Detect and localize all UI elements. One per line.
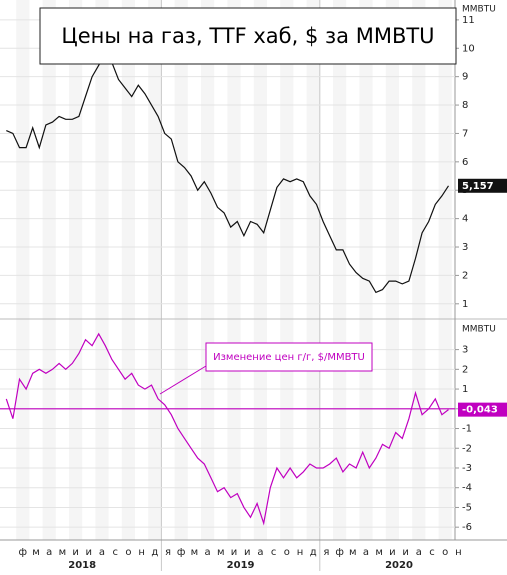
month-stripe	[253, 0, 267, 540]
month-stripe	[42, 0, 56, 540]
x-tick-label: а	[416, 547, 422, 558]
y-tick-label: -4	[462, 483, 472, 494]
month-stripe	[412, 0, 426, 540]
x-tick-label: а	[363, 547, 369, 558]
month-stripe	[227, 0, 241, 540]
month-stripe	[69, 0, 83, 540]
month-stripe	[95, 0, 109, 540]
y-unit: MMBTU	[462, 5, 496, 15]
x-tick-label: н	[297, 547, 304, 558]
month-stripe	[121, 0, 135, 540]
month-stripe	[280, 0, 294, 540]
year-label: 2019	[227, 560, 255, 571]
year-label: 2018	[68, 560, 96, 571]
x-tick-label: с	[271, 547, 277, 558]
month-stripe	[385, 0, 399, 540]
x-tick-label: д	[310, 547, 317, 558]
x-tick-label: и	[72, 547, 79, 558]
y-tick-label: 8	[462, 100, 468, 111]
series-line	[6, 52, 450, 294]
year-label: 2020	[385, 560, 413, 571]
x-tick-label: м	[375, 547, 383, 558]
annotation: Изменение цен г/г, $/MMBTU	[213, 352, 365, 363]
x-tick-label: ф	[19, 547, 28, 558]
series-line	[5, 332, 449, 526]
annotation-box	[205, 342, 373, 372]
y-tick-label: 1	[462, 299, 468, 310]
x-tick-label: н	[138, 547, 145, 558]
y-tick-label: 4	[462, 214, 468, 225]
x-tick-label: я	[323, 547, 329, 558]
y-tick-label: 2	[462, 364, 468, 375]
y-tick-label: -6	[462, 522, 472, 533]
x-tick-label: с	[429, 547, 435, 558]
y-tick-label: 9	[462, 72, 468, 83]
month-stripe	[359, 0, 373, 540]
month-stripe	[333, 0, 347, 540]
x-tick-label: н	[455, 547, 462, 558]
value-label-box	[458, 402, 507, 417]
x-tick-label: а	[99, 547, 105, 558]
y-unit: MMBTU	[462, 325, 496, 335]
y-tick-label: 3	[462, 242, 468, 253]
x-tick-label: м	[217, 547, 225, 558]
y-tick-label: -3	[462, 463, 472, 474]
y-tick-label: 6	[462, 157, 468, 168]
y-tick-label: 7	[462, 128, 468, 139]
month-stripe	[306, 0, 320, 540]
x-tick-label: м	[191, 547, 199, 558]
y-tick-label: 2	[462, 270, 468, 281]
y-tick-label: -5	[462, 502, 472, 513]
y-tick-label: 1	[462, 384, 468, 395]
x-tick-label: и	[244, 547, 251, 558]
y-tick-label: -1	[462, 424, 472, 435]
x-tick-label: и	[389, 547, 396, 558]
x-tick-label: о	[442, 547, 448, 558]
y-tick-label: 10	[462, 43, 475, 54]
value-label: 5,157	[462, 181, 494, 192]
x-tick-label: м	[32, 547, 40, 558]
month-stripe	[148, 0, 162, 540]
month-stripe	[174, 0, 188, 540]
x-tick-label: м	[349, 547, 357, 558]
y-tick-label: 3	[462, 345, 468, 356]
y-tick-label: -2	[462, 443, 472, 454]
x-tick-label: о	[125, 547, 131, 558]
month-stripe	[16, 0, 30, 540]
x-tick-label: ф	[177, 547, 186, 558]
title-box	[39, 7, 457, 65]
value-label: -0,043	[462, 405, 498, 416]
x-tick-label: а	[46, 547, 52, 558]
x-tick-label: о	[284, 547, 290, 558]
x-tick-label: ф	[335, 547, 344, 558]
value-label-box	[458, 178, 507, 193]
x-tick-label: д	[151, 547, 158, 558]
month-stripe	[438, 0, 452, 540]
y-tick-label: 11	[462, 15, 475, 26]
x-tick-label: а	[205, 547, 211, 558]
x-tick-label: с	[112, 547, 118, 558]
x-tick-label: и	[86, 547, 93, 558]
x-tick-label: а	[257, 547, 263, 558]
x-tick-label: я	[165, 547, 171, 558]
x-tick-label: м	[59, 547, 67, 558]
x-tick-label: и	[402, 547, 409, 558]
annotation-connector	[159, 365, 207, 395]
month-stripe	[201, 0, 215, 540]
chart-title: Цены на газ, TTF хаб, $ за MMBTU	[61, 24, 434, 48]
x-tick-label: и	[231, 547, 238, 558]
